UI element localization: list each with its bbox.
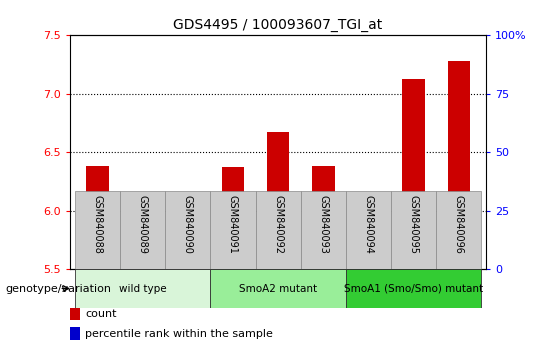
Bar — [182, 268, 193, 269]
Text: SmoA2 mutant: SmoA2 mutant — [239, 284, 317, 293]
Bar — [75, 191, 120, 269]
Bar — [402, 79, 425, 269]
Bar — [436, 191, 482, 269]
Title: GDS4495 / 100093607_TGI_at: GDS4495 / 100093607_TGI_at — [173, 18, 383, 32]
Bar — [210, 269, 346, 308]
Bar — [221, 167, 244, 269]
Bar — [92, 264, 103, 269]
Bar — [312, 166, 335, 269]
Bar — [301, 191, 346, 269]
Bar — [453, 263, 464, 269]
Bar — [165, 191, 210, 269]
Bar — [448, 61, 470, 269]
Bar — [227, 264, 239, 269]
Text: GSM840090: GSM840090 — [183, 195, 193, 254]
Bar — [137, 264, 148, 269]
Text: wild type: wild type — [119, 284, 166, 293]
Text: GSM840094: GSM840094 — [363, 195, 374, 254]
Text: GSM840088: GSM840088 — [92, 195, 102, 254]
Text: genotype/variation: genotype/variation — [5, 284, 111, 293]
Text: GSM840091: GSM840091 — [228, 195, 238, 254]
Bar — [255, 191, 301, 269]
Bar — [391, 191, 436, 269]
Bar — [70, 327, 80, 340]
Text: GSM840096: GSM840096 — [454, 195, 464, 254]
Bar — [318, 264, 329, 269]
Bar — [131, 199, 154, 269]
Bar — [357, 199, 380, 269]
Bar — [86, 166, 109, 269]
Bar — [75, 269, 210, 308]
Bar — [267, 132, 289, 269]
Text: GSM840089: GSM840089 — [138, 195, 147, 254]
Bar — [273, 263, 284, 269]
Text: GSM840093: GSM840093 — [318, 195, 328, 254]
Text: SmoA1 (Smo/Smo) mutant: SmoA1 (Smo/Smo) mutant — [344, 284, 483, 293]
Bar — [210, 191, 255, 269]
Text: GSM840092: GSM840092 — [273, 195, 283, 254]
Bar — [363, 264, 374, 269]
Text: percentile rank within the sample: percentile rank within the sample — [85, 329, 273, 339]
Bar — [346, 191, 391, 269]
Text: count: count — [85, 309, 117, 319]
Bar — [346, 269, 482, 308]
Text: GSM840095: GSM840095 — [409, 195, 419, 254]
Bar — [120, 191, 165, 269]
Bar — [177, 267, 199, 269]
Bar — [70, 308, 80, 320]
Bar — [408, 263, 420, 269]
